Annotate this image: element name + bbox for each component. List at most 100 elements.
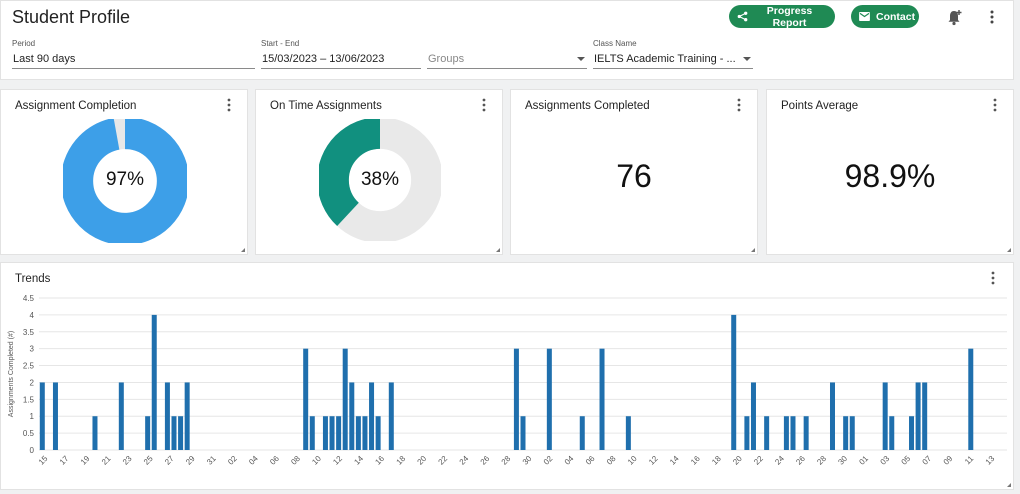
trends-bar-chart: 0 0.5 1 1.5 2 2.5 3 3.5 4 4.5 Assignments Complete… [8, 294, 1007, 467]
chevron-down-icon [743, 57, 751, 61]
x-tick-label: 21 [100, 454, 113, 467]
completion-donut-chart [63, 119, 187, 243]
trend-bar[interactable] [355, 416, 361, 450]
trend-bar[interactable] [336, 416, 342, 450]
x-tick-label: 06 [268, 454, 281, 467]
trend-bar[interactable] [731, 314, 737, 450]
trend-bar[interactable] [909, 416, 915, 450]
resize-handle-icon[interactable] [241, 248, 245, 252]
groups-filter[interactable]: Groups [427, 39, 587, 69]
trend-bar[interactable] [329, 416, 335, 450]
x-tick-label: 16 [373, 454, 386, 467]
date-range-filter[interactable]: Start - End 15/03/2023 – 13/06/2023 [261, 39, 421, 69]
trend-bar[interactable] [369, 382, 375, 450]
trend-bar[interactable] [546, 348, 552, 450]
trend-bar[interactable] [922, 382, 928, 450]
page-title: Student Profile [12, 7, 131, 27]
completion-percent-label: 97% [105, 169, 145, 190]
trend-bar[interactable] [151, 314, 157, 450]
trend-bar[interactable] [783, 416, 789, 450]
period-filter[interactable]: Period Last 90 days [12, 39, 255, 69]
trend-bar[interactable] [342, 348, 348, 450]
trend-bar[interactable] [915, 382, 921, 450]
trend-bar[interactable] [145, 416, 151, 450]
trend-bar[interactable] [349, 382, 355, 450]
trend-bar[interactable] [790, 416, 796, 450]
trend-bar[interactable] [309, 416, 315, 450]
trend-bar[interactable] [750, 382, 756, 450]
more-options-icon[interactable] [993, 98, 1003, 114]
y-tick-label: 0.5 [23, 429, 35, 438]
trend-bar[interactable] [303, 348, 309, 450]
trend-bar[interactable] [889, 416, 895, 450]
trend-bar[interactable] [375, 416, 381, 450]
trend-bar[interactable] [625, 416, 631, 450]
trend-bar[interactable] [164, 382, 170, 450]
trend-bar[interactable] [322, 416, 328, 450]
class-name-select[interactable]: IELTS Academic Training - ... [593, 49, 753, 69]
x-tick-label: 20 [416, 454, 429, 467]
contact-button[interactable]: Contact [851, 5, 919, 28]
resize-handle-icon[interactable] [1007, 483, 1011, 487]
more-options-icon[interactable] [482, 98, 492, 114]
x-tick-label: 19 [79, 454, 92, 467]
groups-select[interactable]: Groups [427, 49, 587, 69]
x-tick-label: 24 [773, 454, 786, 467]
resize-handle-icon[interactable] [496, 248, 500, 252]
resize-handle-icon[interactable] [751, 248, 755, 252]
trend-bar[interactable] [599, 348, 605, 450]
trend-bar[interactable] [829, 382, 835, 450]
x-tick-label: 08 [289, 454, 302, 467]
y-tick-label: 1.5 [23, 395, 35, 404]
card-title: Points Average [781, 100, 859, 112]
y-tick-label: 4 [30, 311, 35, 320]
more-options-icon[interactable] [737, 98, 747, 114]
resize-handle-icon[interactable] [1007, 248, 1011, 252]
trend-bar[interactable] [520, 416, 526, 450]
class-name-filter[interactable]: Class Name IELTS Academic Training - ... [593, 39, 753, 69]
bell-plus-icon[interactable] [945, 7, 965, 27]
trend-bar[interactable] [849, 416, 855, 450]
x-tick-label: 14 [668, 454, 681, 467]
trend-bar[interactable] [388, 382, 394, 450]
card-title: Assignment Completion [15, 100, 137, 112]
more-options-icon[interactable] [985, 8, 999, 26]
trend-bar[interactable] [362, 416, 368, 450]
x-tick-label: 04 [563, 454, 576, 467]
trend-bar[interactable] [764, 416, 770, 450]
trend-bar[interactable] [803, 416, 809, 450]
share-icon [737, 11, 748, 22]
x-tick-label: 09 [942, 454, 955, 467]
trend-bar[interactable] [579, 416, 585, 450]
class-name-value: IELTS Academic Training - ... [594, 53, 736, 65]
x-tick-label: 31 [205, 454, 218, 467]
x-tick-label: 12 [647, 454, 660, 467]
trend-bar[interactable] [184, 382, 190, 450]
trend-bar[interactable] [178, 416, 184, 450]
trend-bar[interactable] [513, 348, 519, 450]
trend-bar[interactable] [92, 416, 98, 450]
x-tick-label: 15 [37, 454, 50, 467]
y-tick-label: 2 [30, 378, 35, 387]
date-range-value[interactable]: 15/03/2023 – 13/06/2023 [261, 49, 421, 69]
on-time-donut-chart [319, 119, 441, 241]
trend-bar[interactable] [843, 416, 849, 450]
trend-bar[interactable] [968, 348, 974, 450]
x-tick-label: 29 [184, 454, 197, 467]
period-value[interactable]: Last 90 days [12, 49, 255, 69]
trend-bar[interactable] [52, 382, 58, 450]
groups-placeholder: Groups [428, 53, 465, 65]
trend-bar[interactable] [39, 382, 45, 450]
progress-report-button[interactable]: Progress Report [729, 5, 835, 29]
more-options-icon[interactable] [991, 271, 1001, 287]
more-options-icon[interactable] [227, 98, 237, 114]
assignment-completion-card: Assignment Completion 97% [0, 89, 248, 255]
y-tick-label: 0 [30, 446, 35, 455]
trend-bar[interactable] [744, 416, 750, 450]
trend-bar[interactable] [171, 416, 177, 450]
trends-card: Trends 0 0.5 1 1.5 2 2.5 3 3.5 4 4.5 Assignments C… [0, 262, 1014, 490]
x-tick-label: 25 [142, 454, 155, 467]
trend-bar[interactable] [118, 382, 124, 450]
trend-bar[interactable] [882, 382, 888, 450]
completion-arc [63, 119, 187, 243]
